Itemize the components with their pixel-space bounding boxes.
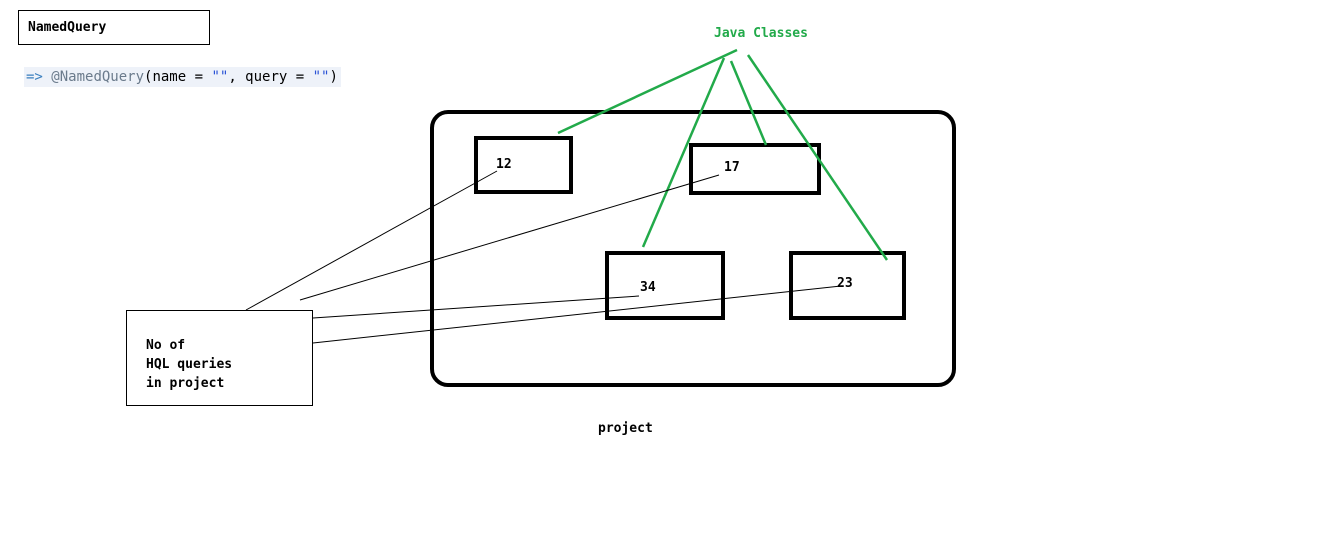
code-annotation: @NamedQuery bbox=[51, 69, 145, 85]
note-line-3: in project bbox=[146, 376, 225, 391]
class-box-17 bbox=[689, 143, 821, 195]
class-label-23: 23 bbox=[837, 276, 853, 291]
namedquery-title-box: NamedQuery bbox=[18, 10, 210, 45]
note-connector-to-17 bbox=[299, 174, 720, 301]
code-close-paren: ) bbox=[329, 69, 338, 85]
code-name-param: (name = bbox=[144, 69, 212, 85]
project-label: project bbox=[598, 421, 653, 436]
class-label-12: 12 bbox=[496, 157, 512, 172]
code-query-value: "" bbox=[312, 69, 330, 85]
green-connector-to-34 bbox=[641, 57, 726, 248]
class-label-34: 34 bbox=[640, 280, 656, 295]
note-line-2: HQL queries bbox=[146, 357, 233, 372]
note-connector-to-34 bbox=[312, 295, 640, 319]
note-connector-to-23 bbox=[312, 285, 842, 344]
class-label-17: 17 bbox=[724, 160, 740, 175]
green-connector-to-12 bbox=[557, 48, 738, 135]
class-box-12 bbox=[474, 136, 573, 194]
green-connector-to-23 bbox=[746, 54, 889, 261]
hql-queries-note-box: No of HQL queries in project bbox=[126, 310, 313, 406]
code-arrow: => bbox=[26, 69, 43, 85]
class-box-23 bbox=[789, 251, 906, 320]
namedquery-code-snippet: => @NamedQuery(name = "", query = "") bbox=[24, 67, 341, 87]
note-line-1: No of bbox=[146, 338, 186, 353]
code-query-param: , query = bbox=[228, 69, 313, 85]
code-name-value: "" bbox=[211, 69, 229, 85]
green-connector-to-17 bbox=[729, 60, 768, 146]
java-classes-label: Java Classes bbox=[714, 26, 808, 41]
note-connector-to-12 bbox=[245, 170, 498, 311]
project-container bbox=[430, 110, 956, 387]
class-box-34 bbox=[605, 251, 725, 320]
